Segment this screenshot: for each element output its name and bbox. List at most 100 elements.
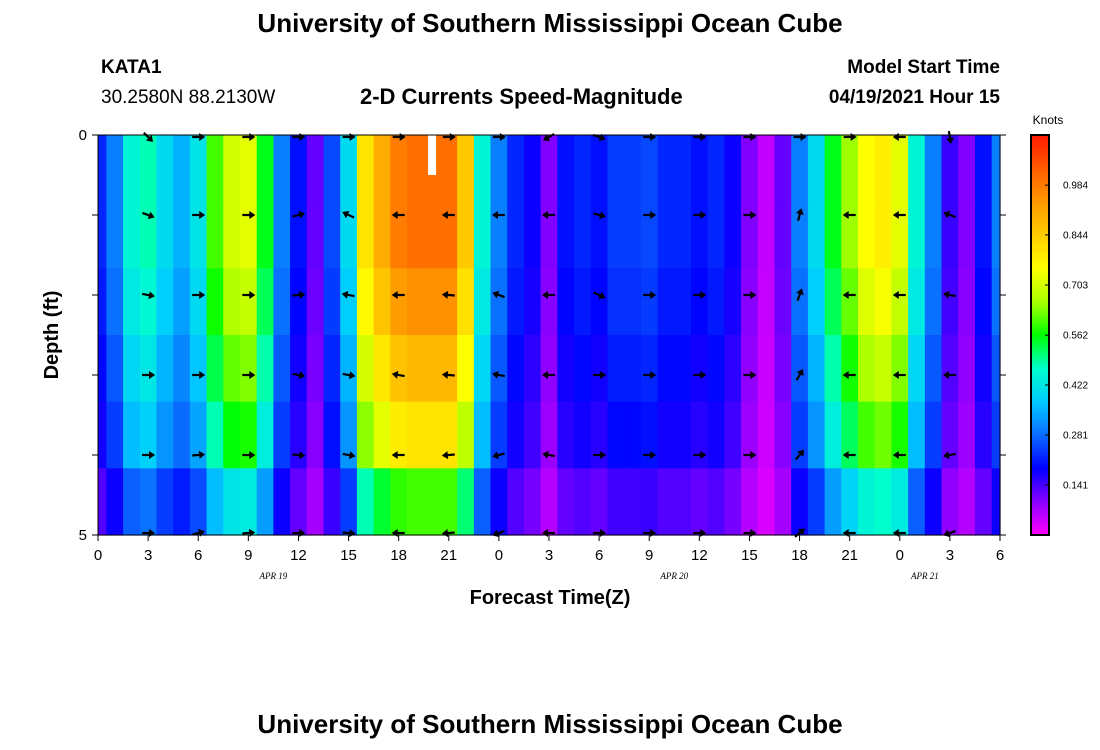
- heat-cell: [941, 468, 959, 536]
- heat-cell: [540, 468, 558, 536]
- heat-cell: [624, 201, 642, 269]
- heat-cell: [173, 201, 191, 269]
- heat-cell: [908, 468, 926, 536]
- x-tick-label: 15: [741, 547, 758, 564]
- y-tick-label: 5: [79, 527, 87, 544]
- heat-cell: [523, 268, 542, 336]
- heat-cell: [574, 401, 592, 469]
- x-tick-label: 12: [290, 547, 307, 564]
- heat-cell: [674, 401, 692, 469]
- current-arrow: [842, 371, 856, 379]
- current-arrow: [892, 291, 906, 299]
- model-start-label: Model Start Time: [847, 57, 1000, 78]
- heat-cell: [239, 401, 258, 469]
- heat-cell: [206, 468, 224, 536]
- heat-cell: [874, 468, 893, 536]
- heat-cell: [106, 335, 124, 403]
- heat-cell: [423, 401, 442, 469]
- heat-cell: [724, 468, 742, 536]
- heat-cell: [473, 468, 492, 536]
- heat-cell: [991, 268, 1001, 336]
- heat-cell: [807, 135, 826, 203]
- heat-cell: [941, 135, 959, 203]
- heat-cell: [791, 135, 809, 203]
- heat-cell: [924, 268, 943, 336]
- heat-cell: [356, 135, 375, 203]
- model-start-time: 04/19/2021 Hour 15: [828, 87, 1000, 108]
- heat-cell: [891, 268, 909, 336]
- heat-cell: [273, 468, 291, 536]
- heat-cell: [290, 335, 308, 403]
- heat-cell: [440, 268, 458, 336]
- heat-cell: [640, 201, 659, 269]
- colorbar-tick-label: 0.422: [1063, 380, 1088, 391]
- x-tick-label: 9: [645, 547, 653, 564]
- heat-cell: [340, 268, 358, 336]
- heat-cell: [473, 401, 492, 469]
- heat-cell: [774, 135, 792, 203]
- heat-cell: [156, 401, 174, 469]
- current-arrow: [943, 451, 956, 460]
- heat-cell: [991, 201, 1001, 269]
- heat-cell: [824, 401, 842, 469]
- heat-cell: [540, 335, 558, 403]
- heat-cell: [306, 468, 325, 536]
- current-arrow: [842, 451, 856, 459]
- heat-cell: [156, 335, 174, 403]
- heat-cell: [774, 401, 792, 469]
- heat-cell: [974, 401, 993, 469]
- heat-cell: [523, 335, 542, 403]
- heat-cell: [724, 201, 742, 269]
- heat-cell: [356, 268, 375, 336]
- heat-cell: [306, 135, 325, 203]
- colorbar-tick-label: 0.141: [1063, 480, 1088, 491]
- heatmap-cells: [98, 135, 1001, 536]
- heat-cell: [607, 335, 625, 403]
- heat-cell: [941, 401, 959, 469]
- current-arrow: [342, 210, 355, 219]
- heat-cell: [173, 468, 191, 536]
- heat-cell: [507, 201, 525, 269]
- colorbar-label: Knots: [1033, 113, 1064, 127]
- heat-cell: [607, 468, 625, 536]
- heat-cell: [557, 268, 575, 336]
- heat-cell: [707, 135, 725, 203]
- heat-cell: [139, 468, 158, 536]
- current-arrow: [843, 133, 857, 141]
- x-tick-label: 9: [244, 547, 252, 564]
- heat-cell: [707, 335, 725, 403]
- heat-cell: [557, 201, 575, 269]
- heat-cell: [557, 335, 575, 403]
- heat-cell: [841, 268, 859, 336]
- heat-cell: [941, 268, 959, 336]
- current-arrow: [542, 291, 555, 299]
- heat-cell: [173, 268, 191, 336]
- current-arrow: [342, 451, 356, 460]
- heat-cell: [390, 268, 408, 336]
- heat-cell: [98, 468, 107, 536]
- colorbar-tick-label: 0.844: [1063, 230, 1088, 241]
- x-axis-label: Forecast Time(Z): [470, 587, 631, 609]
- heat-cell: [507, 468, 525, 536]
- heat-cell: [690, 468, 709, 536]
- heat-cell: [791, 401, 809, 469]
- current-arrow: [192, 211, 206, 219]
- heat-cell: [991, 401, 1001, 469]
- heat-cell: [791, 335, 809, 403]
- current-arrow: [392, 133, 406, 141]
- heat-cell: [741, 335, 759, 403]
- heat-cell: [123, 201, 141, 269]
- heat-cell: [741, 468, 759, 536]
- x-tick-label: 3: [144, 547, 152, 564]
- colorbar-tick-label: 0.562: [1063, 331, 1088, 342]
- heat-cell: [624, 401, 642, 469]
- heat-cell: [657, 201, 675, 269]
- x-tick-label: 6: [194, 547, 202, 564]
- footer-title: University of Southern Mississippi Ocean…: [257, 709, 843, 739]
- heat-cell: [924, 335, 943, 403]
- heat-cell: [908, 201, 926, 269]
- heat-cell: [123, 135, 141, 203]
- heat-cell: [390, 135, 408, 203]
- heat-cell: [306, 401, 325, 469]
